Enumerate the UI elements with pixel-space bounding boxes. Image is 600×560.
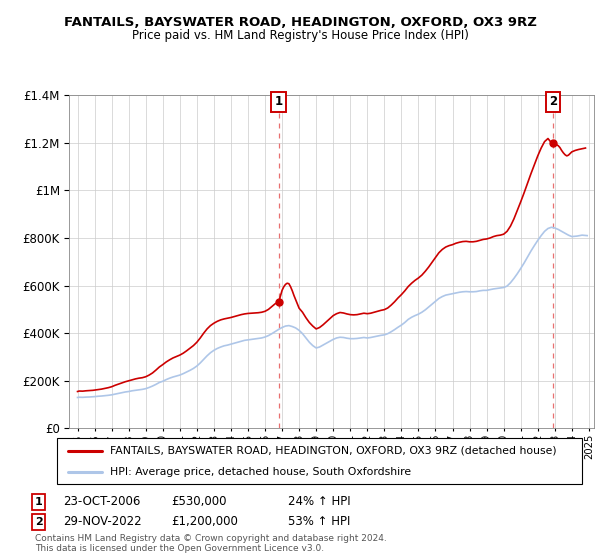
Text: 29-NOV-2022: 29-NOV-2022 <box>63 515 142 529</box>
Text: 53% ↑ HPI: 53% ↑ HPI <box>288 515 350 529</box>
Text: Contains HM Land Registry data © Crown copyright and database right 2024.
This d: Contains HM Land Registry data © Crown c… <box>35 534 386 553</box>
Text: 1: 1 <box>275 95 283 108</box>
Text: Price paid vs. HM Land Registry's House Price Index (HPI): Price paid vs. HM Land Registry's House … <box>131 29 469 42</box>
Text: £1,200,000: £1,200,000 <box>171 515 238 529</box>
Text: HPI: Average price, detached house, South Oxfordshire: HPI: Average price, detached house, Sout… <box>110 467 410 477</box>
Text: £530,000: £530,000 <box>171 495 227 508</box>
Text: 23-OCT-2006: 23-OCT-2006 <box>63 495 140 508</box>
Text: FANTAILS, BAYSWATER ROAD, HEADINGTON, OXFORD, OX3 9RZ (detached house): FANTAILS, BAYSWATER ROAD, HEADINGTON, OX… <box>110 446 556 456</box>
Text: 2: 2 <box>35 517 43 527</box>
Text: 2: 2 <box>549 95 557 108</box>
Text: 24% ↑ HPI: 24% ↑ HPI <box>288 495 350 508</box>
Text: FANTAILS, BAYSWATER ROAD, HEADINGTON, OXFORD, OX3 9RZ: FANTAILS, BAYSWATER ROAD, HEADINGTON, OX… <box>64 16 536 29</box>
Text: 1: 1 <box>35 497 43 507</box>
